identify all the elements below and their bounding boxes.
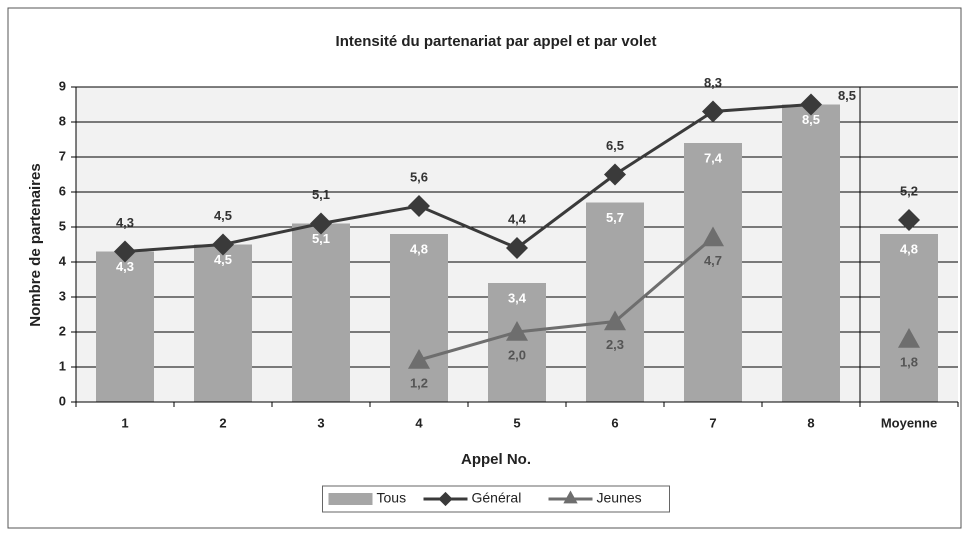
x-axis-label: Appel No. bbox=[461, 451, 531, 468]
data-label: 3,4 bbox=[508, 290, 527, 305]
legend-label: Général bbox=[472, 490, 522, 506]
y-tick-label: 2 bbox=[59, 323, 66, 338]
data-label: 5,1 bbox=[312, 187, 330, 202]
legend-label: Jeunes bbox=[597, 490, 642, 506]
diamond-marker bbox=[702, 100, 724, 123]
legend: Tous Général Jeunes bbox=[322, 485, 670, 513]
bar bbox=[880, 234, 938, 402]
data-label: 4,5 bbox=[214, 208, 232, 223]
y-tick-label: 7 bbox=[59, 148, 66, 163]
diamond-marker bbox=[506, 237, 528, 259]
data-label: 5,7 bbox=[606, 210, 624, 225]
data-label: 2,0 bbox=[508, 347, 526, 362]
y-tick-label: 3 bbox=[59, 288, 66, 303]
diamond-marker bbox=[898, 209, 920, 231]
chart-title: Intensité du partenariat par appel et pa… bbox=[336, 33, 657, 50]
data-label: 8,3 bbox=[704, 75, 722, 90]
data-label: 1,2 bbox=[410, 375, 428, 390]
data-label: 4,5 bbox=[214, 252, 232, 267]
diamond-marker bbox=[438, 491, 453, 507]
legend-swatch bbox=[328, 493, 373, 505]
data-label: 5,2 bbox=[900, 183, 918, 198]
data-label: 8,5 bbox=[838, 88, 856, 103]
y-tick-label: 1 bbox=[59, 358, 66, 373]
y-tick-label: 0 bbox=[59, 393, 66, 408]
triangle-marker bbox=[408, 349, 430, 369]
legend-box bbox=[322, 485, 670, 513]
data-label: 5,6 bbox=[410, 169, 428, 184]
data-label: 1,8 bbox=[900, 354, 918, 369]
data-label: 5,1 bbox=[312, 231, 330, 246]
x-tick-label: 7 bbox=[709, 415, 716, 430]
x-tick-label: 4 bbox=[415, 415, 423, 430]
bar bbox=[488, 283, 546, 402]
x-tick-label: 5 bbox=[513, 415, 520, 430]
triangle-marker bbox=[604, 310, 626, 331]
diamond-marker bbox=[408, 195, 430, 217]
data-label: 7,4 bbox=[704, 150, 723, 165]
y-axis-label: Nombre de partenaires bbox=[27, 163, 44, 326]
data-label: 4,4 bbox=[508, 211, 527, 226]
data-label: 4,7 bbox=[704, 253, 722, 268]
y-tick-label: 9 bbox=[59, 78, 66, 93]
series-line bbox=[124, 103, 812, 253]
bar bbox=[684, 143, 742, 402]
data-label: 4,3 bbox=[116, 259, 134, 274]
triangle-marker bbox=[702, 226, 724, 247]
data-label: 4,8 bbox=[900, 241, 918, 256]
diamond-marker bbox=[800, 93, 822, 116]
diamond-marker bbox=[604, 163, 626, 186]
x-tick-label: 8 bbox=[807, 415, 814, 430]
series-line bbox=[418, 236, 714, 362]
bar bbox=[96, 251, 154, 402]
y-tick-label: 6 bbox=[59, 183, 66, 198]
diamond-marker bbox=[114, 240, 136, 263]
data-label: 2,3 bbox=[606, 337, 624, 352]
x-tick-label: 6 bbox=[611, 415, 618, 430]
x-tick-label: 3 bbox=[317, 415, 324, 430]
legend-label: Tous bbox=[377, 490, 407, 506]
x-tick-label: 1 bbox=[121, 415, 128, 430]
bar bbox=[292, 223, 350, 402]
triangle-marker bbox=[506, 321, 528, 341]
data-label: 4,3 bbox=[116, 215, 134, 230]
bar bbox=[782, 104, 840, 402]
bar bbox=[390, 234, 448, 402]
bar bbox=[194, 244, 252, 402]
bar bbox=[586, 202, 644, 402]
y-tick-label: 8 bbox=[59, 113, 66, 128]
triangle-marker bbox=[898, 328, 920, 348]
data-label: 8,5 bbox=[802, 112, 820, 127]
y-tick-label: 4 bbox=[59, 253, 67, 268]
diamond-marker bbox=[212, 233, 234, 256]
y-tick-label: 5 bbox=[59, 218, 66, 233]
data-label: 6,5 bbox=[606, 138, 624, 153]
data-label: 4,8 bbox=[410, 241, 428, 256]
x-tick-label: Moyenne bbox=[881, 415, 937, 430]
diamond-marker bbox=[310, 212, 332, 235]
x-tick-label: 2 bbox=[219, 415, 226, 430]
triangle-marker bbox=[563, 490, 578, 504]
